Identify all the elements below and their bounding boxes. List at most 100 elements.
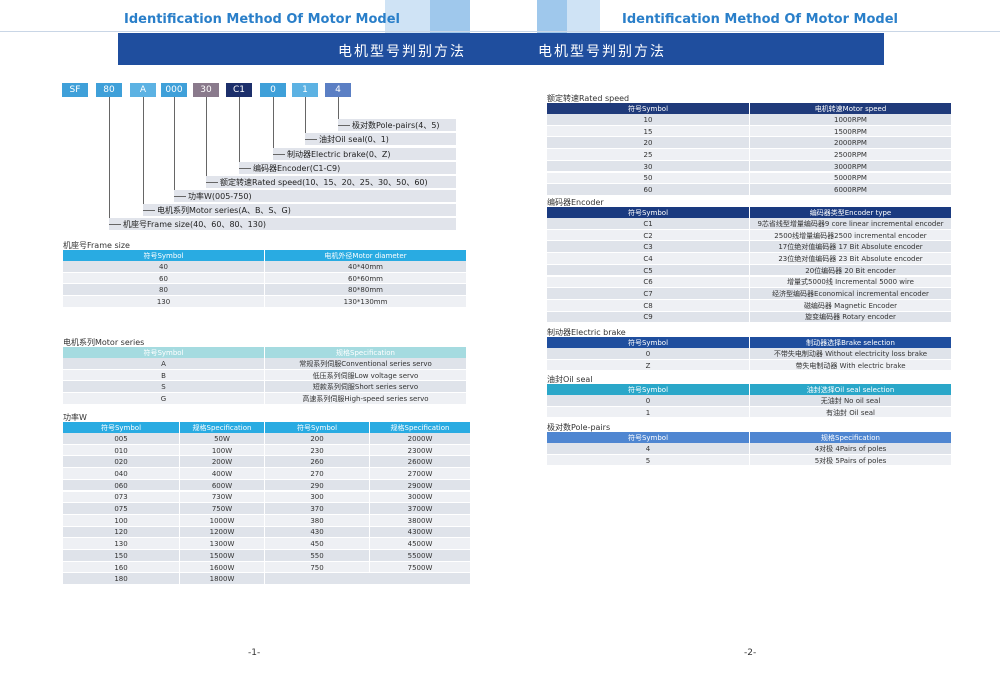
connector bbox=[206, 182, 218, 183]
table-header: 符号Symbol bbox=[547, 337, 750, 348]
table-cell: 400W bbox=[180, 468, 265, 480]
label-bar bbox=[109, 218, 456, 230]
table-cell: 50W bbox=[180, 433, 265, 445]
deco bbox=[430, 0, 470, 33]
table-cell: C1 bbox=[547, 218, 750, 230]
table-row bbox=[63, 503, 470, 515]
header-title: Identification Method Of Motor Model bbox=[124, 12, 400, 27]
table-cell: 40 bbox=[63, 261, 265, 273]
connector bbox=[239, 97, 240, 168]
table-cell: 730W bbox=[180, 491, 265, 504]
table-cell: C2 bbox=[547, 229, 750, 242]
connector bbox=[109, 224, 121, 225]
table-cell: 低压系列伺服Low voltage servo bbox=[312, 371, 419, 380]
table-cell: 80 bbox=[63, 284, 265, 297]
table-header: 规格Specification bbox=[370, 422, 470, 433]
table-cell: 005 bbox=[63, 433, 180, 445]
page-number: -2- bbox=[744, 648, 757, 658]
table-cell: 20位编码器 20 Bit encoder bbox=[805, 266, 896, 275]
table-header: 油封选择Oil seal selection bbox=[750, 384, 951, 395]
table-cell: 2900W bbox=[407, 481, 433, 490]
table-cell: 旋变编码器 Rotary encoder bbox=[805, 313, 896, 322]
table-cell: 1 bbox=[547, 406, 750, 419]
table-cell: C5 bbox=[547, 264, 750, 277]
table-title: 电机系列Motor series bbox=[63, 338, 145, 347]
table-cell: 9芯省线型增量编码器9 core linear incremental enco… bbox=[757, 219, 944, 228]
table-row bbox=[63, 444, 470, 457]
table-cell: 370 bbox=[265, 503, 370, 515]
table-cell: 130*130mm bbox=[343, 297, 388, 306]
table-header: 符号Symbol bbox=[265, 422, 370, 433]
rule bbox=[0, 31, 1000, 32]
table-title: 功率W bbox=[63, 413, 87, 422]
table-row bbox=[63, 526, 470, 539]
deco bbox=[537, 0, 567, 33]
table-cell: 260 bbox=[265, 456, 370, 469]
table-cell: 200 bbox=[265, 433, 370, 445]
table-header: 符号Symbol bbox=[547, 207, 750, 218]
table-header: 规格Specification bbox=[180, 422, 265, 433]
table-cell: 2500线增量编码器2500 incremental encoder bbox=[774, 231, 927, 240]
table-row bbox=[63, 479, 470, 492]
code-label: 额定转速Rated speed(10、15、20、25、30、50、60) bbox=[220, 177, 428, 187]
table-cell: 3000RPM bbox=[834, 162, 867, 171]
table-cell: 25 bbox=[547, 149, 750, 161]
table-cell: 060 bbox=[63, 479, 180, 492]
table-cell: 10 bbox=[547, 114, 750, 126]
table-header: 电机外径Motor diameter bbox=[265, 250, 466, 261]
table-cell: 短款系列伺服Short series servo bbox=[312, 383, 419, 392]
deco bbox=[567, 0, 600, 33]
connector bbox=[305, 97, 306, 139]
table-cell: 60 bbox=[63, 272, 265, 285]
table-cell: 4 bbox=[547, 443, 750, 455]
table-cell: C6 bbox=[547, 276, 750, 289]
table-cell: 0 bbox=[547, 348, 750, 360]
code-box: 0 bbox=[260, 83, 286, 97]
table-cell: 7500W bbox=[407, 563, 433, 572]
banner bbox=[118, 33, 884, 65]
connector bbox=[338, 125, 350, 126]
table-cell: 380 bbox=[265, 514, 370, 527]
table-cell: 120 bbox=[63, 526, 180, 539]
label-bar bbox=[206, 176, 456, 188]
table-row bbox=[63, 456, 470, 469]
code-label: 油封Oil seal(0、1) bbox=[319, 134, 389, 144]
table-cell: 4对极 4Pairs of poles bbox=[814, 444, 887, 453]
table-cell: 1600W bbox=[180, 561, 265, 574]
table-cell: 常规系列伺服Conventional series servo bbox=[299, 359, 432, 368]
table-cell: 200W bbox=[180, 456, 265, 469]
table-cell: Z bbox=[547, 359, 750, 372]
table-header: 符号Symbol bbox=[63, 250, 265, 261]
table-cell: 5000RPM bbox=[834, 174, 867, 183]
label-bar bbox=[174, 190, 456, 202]
table-cell: 3800W bbox=[407, 516, 433, 525]
label-bar bbox=[273, 148, 456, 160]
table-cell: 1300W bbox=[180, 538, 265, 550]
table-header: 规格Specification bbox=[265, 347, 466, 358]
table-cell: 180 bbox=[63, 573, 180, 586]
table-cell: 100W bbox=[180, 444, 265, 457]
table-cell: 600W bbox=[180, 479, 265, 492]
table-cell: 60 bbox=[547, 184, 750, 196]
table-title: 额定转速Rated speed bbox=[547, 94, 630, 103]
table-cell: 23位绝对值编码器 23 Bit Absolute encoder bbox=[778, 254, 923, 263]
table-cell: 60*60mm bbox=[348, 274, 383, 283]
label-bar bbox=[239, 162, 456, 174]
connector bbox=[206, 97, 207, 182]
table-cell: 073 bbox=[63, 491, 180, 504]
table-cell: 130 bbox=[63, 538, 180, 550]
table-cell: A bbox=[63, 358, 265, 370]
table-cell: 100 bbox=[63, 514, 180, 527]
table-header: 符号Symbol bbox=[547, 103, 750, 114]
table-row bbox=[63, 561, 470, 574]
connector bbox=[109, 97, 110, 224]
table-cell: 经济型编码器Economical incremental encoder bbox=[772, 290, 929, 299]
table-cell: 80*80mm bbox=[348, 286, 383, 295]
code-box: 80 bbox=[96, 83, 122, 97]
banner-title: 电机型号判别方法 bbox=[338, 44, 466, 60]
label-bar bbox=[305, 133, 456, 145]
table-cell: 5 bbox=[547, 454, 750, 467]
table-cell: 高速系列伺服High-speed series servo bbox=[302, 394, 429, 403]
code-label: 极对数Pole-pairs(4、5) bbox=[352, 120, 440, 130]
table-cell: C4 bbox=[547, 253, 750, 265]
